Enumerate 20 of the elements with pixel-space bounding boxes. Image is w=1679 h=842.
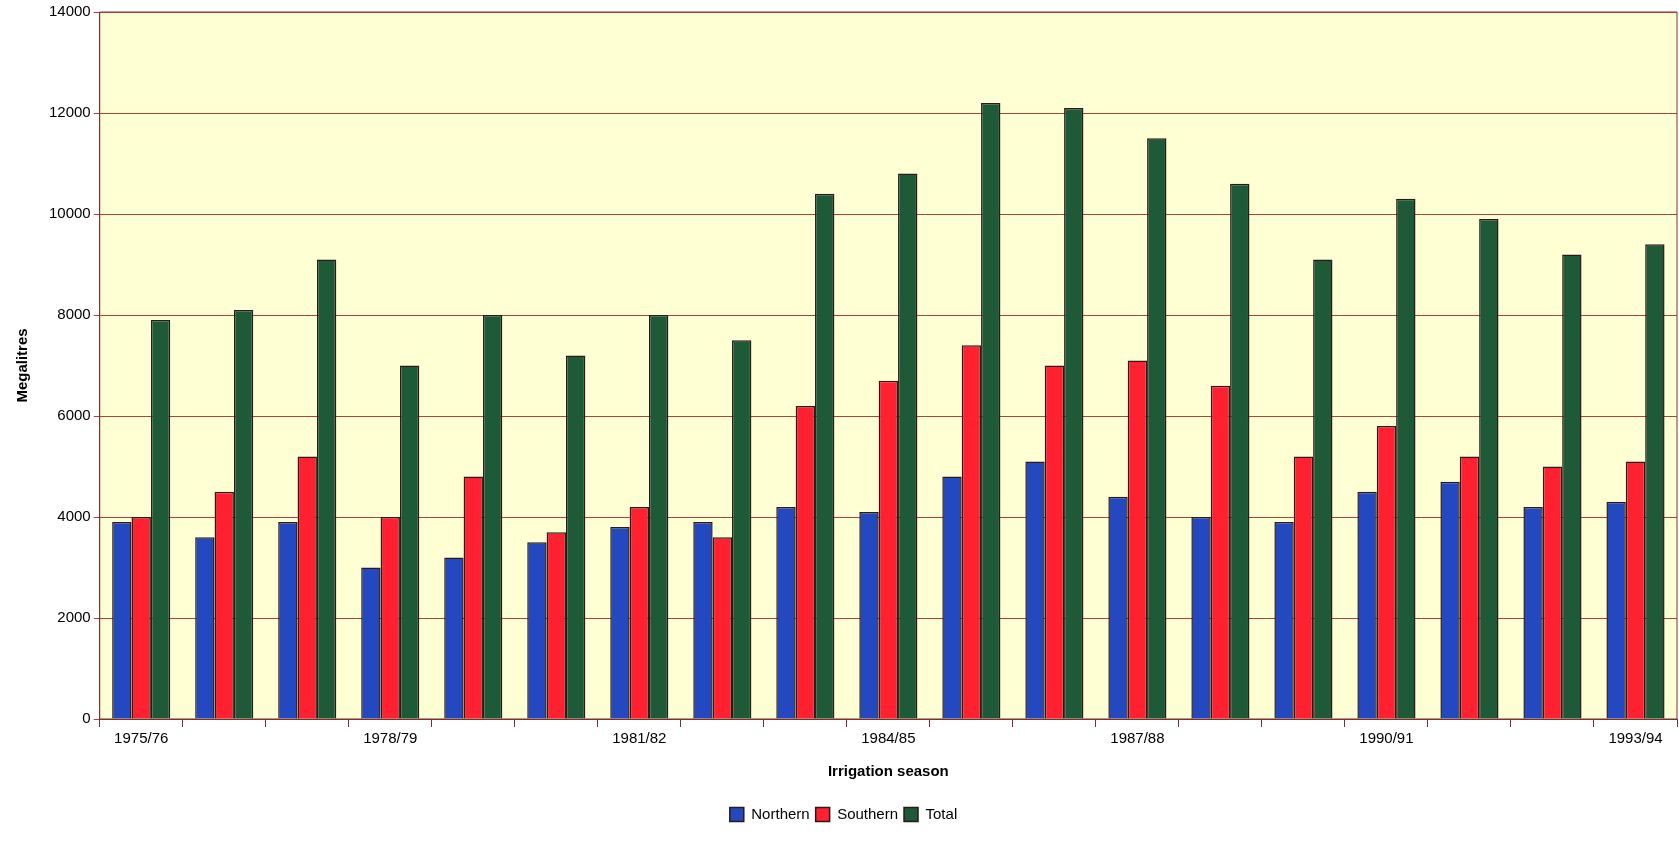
legend-label: Northern [751, 804, 810, 822]
y-tick-label: 4000 [57, 507, 91, 525]
x-tick-label: 1984/85 [861, 729, 916, 747]
x-tick-label: 1990/91 [1359, 729, 1414, 747]
legend-label: Total [925, 804, 958, 822]
y-axis-title: Megalitres [13, 328, 31, 403]
x-axis-title: Irrigation season [827, 762, 949, 780]
y-tick-label: 2000 [57, 608, 91, 626]
legend-label: Southern [837, 804, 899, 822]
y-tick-label: 12000 [48, 103, 91, 121]
x-tick-label: 1975/76 [114, 729, 169, 747]
x-tick-label: 1993/94 [1608, 729, 1663, 747]
y-tick-label: 8000 [57, 305, 91, 323]
x-tick-label: 1978/79 [363, 729, 418, 747]
y-tick-label: 0 [82, 709, 91, 727]
x-tick-label: 1987/88 [1110, 729, 1165, 747]
y-tick-label: 14000 [48, 2, 91, 20]
x-tick-label: 1981/82 [612, 729, 667, 747]
y-tick-label: 6000 [57, 406, 91, 424]
y-tick-label: 10000 [48, 204, 91, 222]
